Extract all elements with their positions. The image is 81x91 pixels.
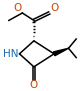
Text: O: O	[50, 3, 58, 13]
Text: HN: HN	[3, 49, 18, 59]
Text: O: O	[13, 3, 21, 13]
Text: O: O	[30, 80, 38, 90]
Polygon shape	[53, 48, 69, 56]
